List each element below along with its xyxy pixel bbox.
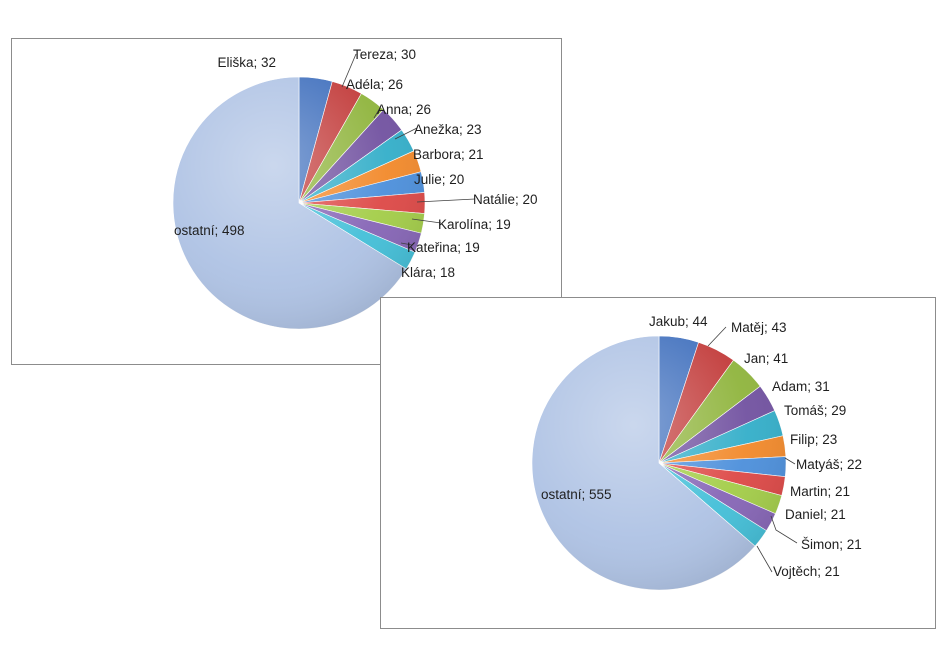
leader-line-katerina	[400, 242, 413, 246]
data-label-ostatni: ostatní; 498	[174, 223, 245, 238]
data-label-filip: Filip; 23	[790, 432, 837, 447]
data-label-jakub: Jakub; 44	[649, 314, 708, 329]
data-label-barbora: Barbora; 21	[413, 147, 484, 162]
data-label-eliska: Eliška; 32	[217, 55, 276, 70]
data-label-simon: Šimon; 21	[801, 537, 862, 552]
leader-line-karolina	[411, 218, 442, 224]
data-label-anezka: Anežka; 23	[414, 122, 482, 137]
data-label-jan: Jan; 41	[744, 351, 788, 366]
data-label-daniel: Daniel; 21	[785, 507, 846, 522]
leader-line-anna	[373, 107, 381, 119]
data-label-martin: Martin; 21	[790, 484, 850, 499]
leader-line-anezka	[394, 127, 418, 140]
data-label-karolina: Karolína; 19	[438, 217, 511, 232]
data-label-adam: Adam; 31	[772, 379, 830, 394]
leader-line-matej	[707, 326, 727, 347]
leader-line-simon	[770, 515, 798, 544]
boys-pie-svg: Jakub; 44 Matěj; 43 Jan; 41 Adam; 31 Tomáš; …	[531, 314, 862, 591]
leader-line-natalie	[416, 198, 476, 203]
data-label-klara: Klára; 18	[401, 265, 455, 280]
data-label-tereza: Tereza; 30	[353, 47, 416, 62]
leader-line-vojtech	[756, 545, 773, 573]
boys-names-pie-chart: Jakub; 44 Matěj; 43 Jan; 41 Adam; 31 Tomáš; …	[380, 297, 936, 629]
data-label-ostatni: ostatní; 555	[541, 487, 612, 502]
data-label-natalie: Natálie; 20	[473, 192, 538, 207]
data-label-matyas: Matyáš; 22	[796, 457, 862, 472]
data-label-matej: Matěj; 43	[731, 320, 787, 335]
data-label-katerina: Kateřina; 19	[407, 240, 480, 255]
data-label-julie: Julie; 20	[414, 172, 464, 187]
data-label-anna: Anna; 26	[377, 102, 431, 117]
data-label-adela: Adéla; 26	[346, 77, 403, 92]
leader-line-tereza	[341, 53, 357, 88]
data-label-vojtech: Vojtěch; 21	[773, 564, 840, 579]
data-label-tomas: Tomáš; 29	[784, 403, 846, 418]
leader-line-matyas	[784, 457, 796, 465]
